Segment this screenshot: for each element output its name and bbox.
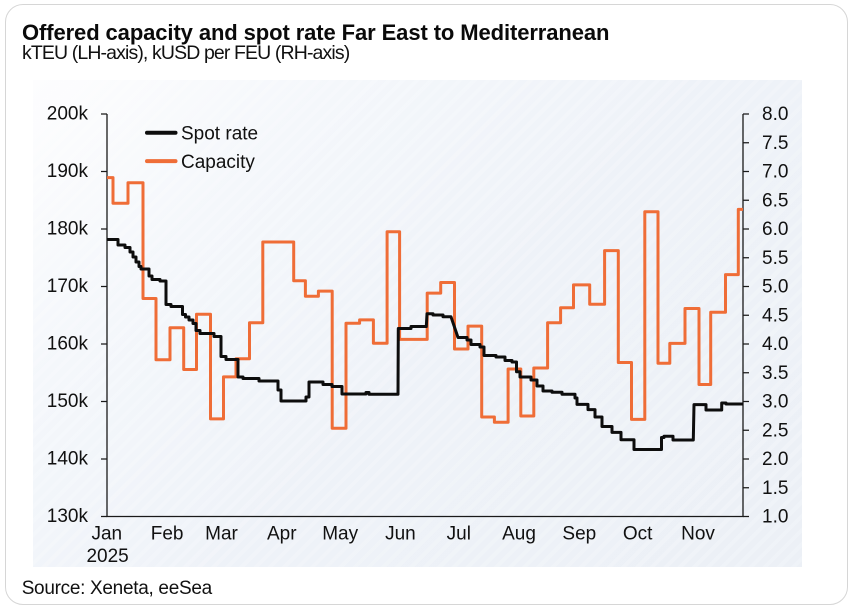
svg-text:2.0: 2.0 (762, 449, 788, 470)
svg-text:140k: 140k (47, 449, 89, 470)
svg-text:Capacity: Capacity (181, 152, 255, 173)
svg-text:Oct: Oct (623, 524, 653, 545)
svg-text:7.5: 7.5 (762, 133, 788, 154)
svg-text:7.0: 7.0 (762, 162, 788, 183)
svg-text:190k: 190k (47, 161, 89, 182)
svg-text:Sep: Sep (562, 524, 596, 545)
svg-text:3.0: 3.0 (762, 392, 788, 413)
svg-text:May: May (322, 524, 358, 545)
svg-text:Feb: Feb (151, 524, 184, 545)
svg-text:180k: 180k (47, 219, 89, 240)
svg-text:Aug: Aug (502, 524, 536, 545)
svg-text:4.0: 4.0 (762, 334, 788, 355)
svg-text:1.5: 1.5 (762, 478, 788, 499)
svg-text:8.0: 8.0 (762, 104, 788, 125)
svg-text:2025: 2025 (86, 546, 128, 567)
svg-text:1.0: 1.0 (762, 507, 788, 528)
svg-text:Jan: Jan (91, 524, 122, 545)
svg-text:200k: 200k (47, 104, 89, 125)
svg-text:5.5: 5.5 (762, 248, 788, 269)
svg-text:5.0: 5.0 (762, 277, 788, 298)
svg-text:160k: 160k (47, 334, 89, 355)
svg-text:Spot rate: Spot rate (181, 124, 258, 145)
svg-text:6.0: 6.0 (762, 219, 788, 240)
svg-text:2.5: 2.5 (762, 420, 788, 441)
svg-text:Apr: Apr (267, 524, 297, 545)
svg-text:6.5: 6.5 (762, 190, 788, 211)
svg-text:Jul: Jul (447, 524, 471, 545)
svg-text:130k: 130k (47, 506, 89, 527)
svg-text:4.5: 4.5 (762, 305, 788, 326)
svg-text:150k: 150k (47, 391, 89, 412)
svg-text:Mar: Mar (205, 524, 238, 545)
svg-text:3.5: 3.5 (762, 363, 788, 384)
svg-text:Nov: Nov (681, 524, 715, 545)
svg-text:170k: 170k (47, 276, 89, 297)
svg-text:Jun: Jun (385, 524, 416, 545)
